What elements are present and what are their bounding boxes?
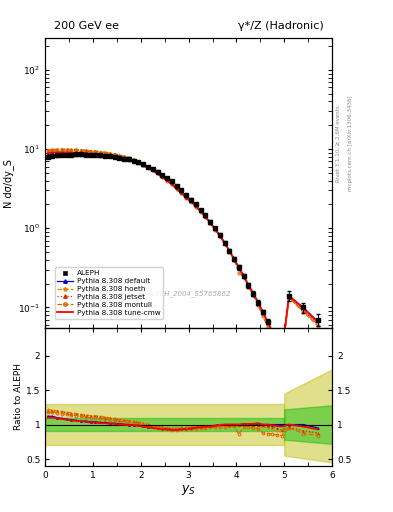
Text: γ*/Z (Hadronic): γ*/Z (Hadronic)	[238, 21, 323, 31]
Text: 200 GeV ee: 200 GeV ee	[54, 21, 119, 31]
Legend: ALEPH, Pythia 8.308 default, Pythia 8.308 hoeth, Pythia 8.308 jetset, Pythia 8.3: ALEPH, Pythia 8.308 default, Pythia 8.30…	[55, 267, 163, 318]
Text: ALEPH_2004_S5765862: ALEPH_2004_S5765862	[147, 290, 230, 296]
X-axis label: $y_S$: $y_S$	[181, 482, 196, 497]
Y-axis label: Ratio to ALEPH: Ratio to ALEPH	[14, 364, 23, 431]
Y-axis label: N dσ/dy_S: N dσ/dy_S	[3, 159, 14, 208]
Text: Rivet 3.1.10, ≥ 2.6M events: Rivet 3.1.10, ≥ 2.6M events	[336, 105, 341, 182]
Text: mcplots.cern.ch [arXiv:1306.3436]: mcplots.cern.ch [arXiv:1306.3436]	[348, 96, 353, 191]
